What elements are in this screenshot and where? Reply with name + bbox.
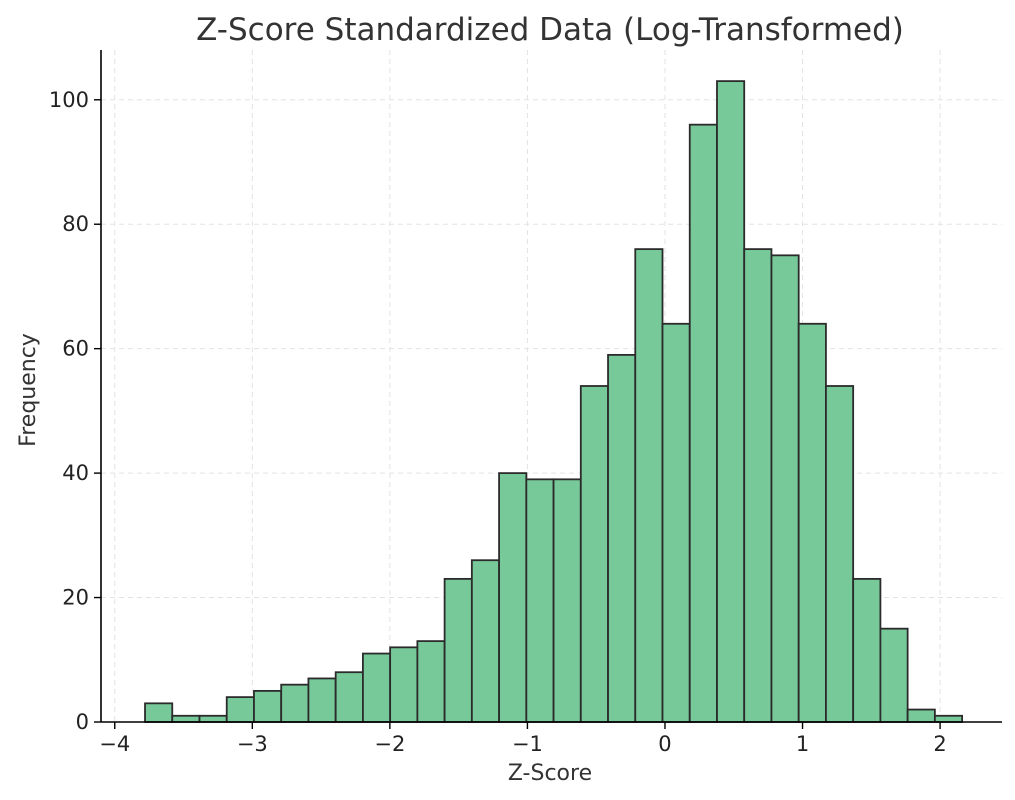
histogram-bar <box>825 385 855 723</box>
chart-title: Z-Score Standardized Data (Log-Transform… <box>196 12 904 48</box>
x-axis-label: Z-Score <box>508 761 592 786</box>
y-tick-label: 60 <box>62 337 89 361</box>
x-tick-label: 1 <box>796 732 809 756</box>
x-tick-label: 0 <box>658 732 671 756</box>
y-tick-label: 100 <box>49 88 89 112</box>
histogram-bar <box>198 714 228 723</box>
histogram-bar <box>607 353 637 723</box>
histogram-bar <box>280 683 310 723</box>
histogram-bar <box>416 640 446 723</box>
x-tick-label: −2 <box>374 732 405 756</box>
histogram-bar <box>770 254 800 723</box>
histogram-bar <box>171 714 201 723</box>
histogram-bar <box>634 248 664 723</box>
histogram-bar <box>253 689 283 723</box>
histogram-bar <box>307 677 337 723</box>
axes <box>100 50 1002 723</box>
histogram-bar <box>362 652 392 723</box>
x-ticks: −4 −3 −2 −1 0 1 2 <box>99 722 947 756</box>
histogram-bar <box>797 322 827 723</box>
y-tick-label: 20 <box>62 586 89 610</box>
histogram-bar <box>552 478 582 723</box>
histogram-bar <box>470 559 500 723</box>
y-tick-label: 40 <box>62 461 89 485</box>
histogram-bar <box>579 385 609 723</box>
y-tick-label: 0 <box>76 710 89 734</box>
y-axis-label: Frequency <box>16 333 41 447</box>
x-tick-label: 2 <box>933 732 946 756</box>
histogram-bar <box>852 577 882 723</box>
x-tick-label: −3 <box>237 732 268 756</box>
histogram-bar <box>144 702 174 723</box>
histogram-bar <box>443 577 473 723</box>
histogram-bar <box>334 671 364 723</box>
histogram-bar <box>933 714 964 723</box>
histogram-bar <box>879 627 909 723</box>
y-tick-label: 80 <box>62 212 89 236</box>
histogram-bar <box>661 322 691 723</box>
histogram-bar <box>525 478 555 723</box>
histogram-bar <box>906 708 936 723</box>
bars <box>144 80 964 723</box>
histogram-bar <box>743 248 773 723</box>
histogram-bar <box>716 80 746 723</box>
y-ticks: 0 20 40 60 80 100 <box>49 88 101 734</box>
histogram-bar <box>389 646 419 723</box>
histogram-bar <box>498 472 528 723</box>
x-tick-label: −4 <box>99 732 130 756</box>
x-tick-label: −1 <box>512 732 543 756</box>
histogram-bar <box>688 123 718 723</box>
histogram-bar <box>225 696 255 723</box>
